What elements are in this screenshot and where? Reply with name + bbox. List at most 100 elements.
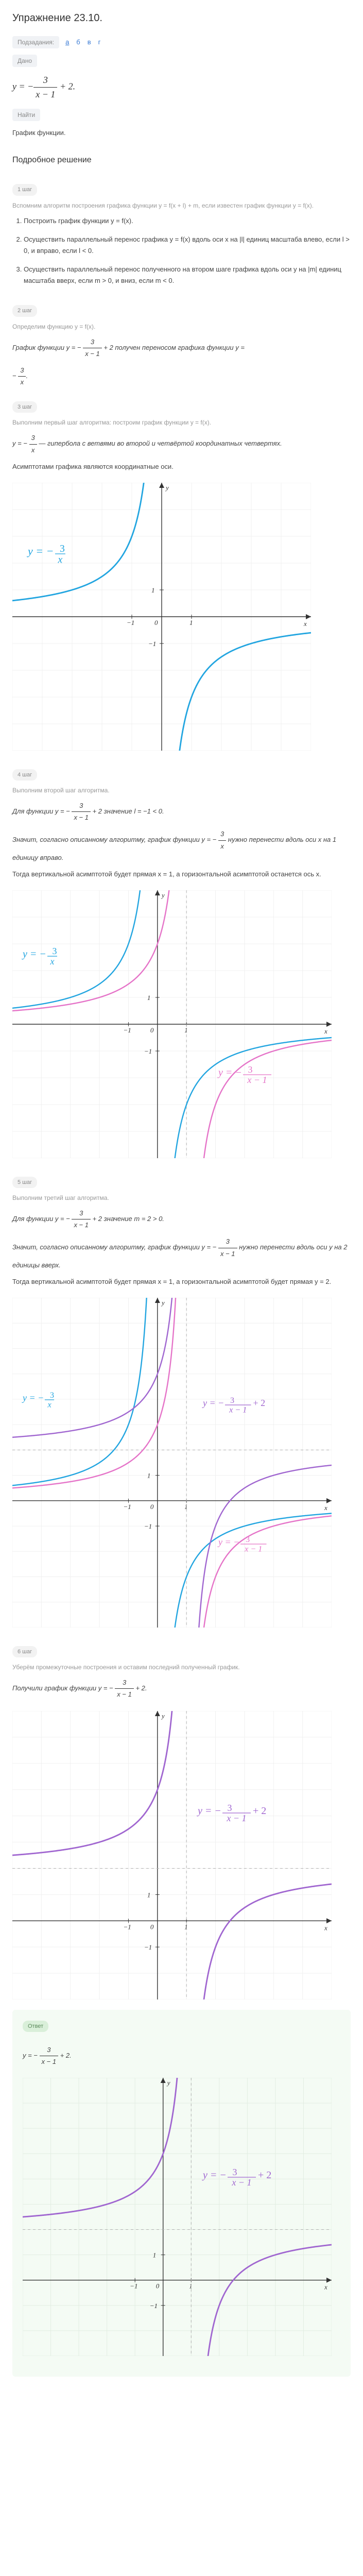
svg-text:3: 3	[230, 1396, 234, 1405]
svg-text:1: 1	[147, 1891, 151, 1899]
step2-badge: 2 шаг	[12, 305, 37, 317]
svg-text:y = −: y = −	[202, 1398, 224, 1408]
svg-text:x: x	[324, 1924, 327, 1931]
step5-badge: 5 шаг	[12, 1177, 37, 1189]
step5-graph: xy011−1−1y = −3xy = −3x − 1y = −3x − 1 +…	[12, 1298, 351, 1628]
svg-text:0: 0	[154, 619, 158, 626]
svg-text:0: 0	[156, 2282, 160, 2290]
svg-text:0: 0	[150, 1923, 154, 1930]
subtask-links: абвг	[65, 37, 108, 47]
subtask-link-б[interactable]: б	[76, 38, 80, 46]
step6-t1: Получили график функции y = − 3x − 1 + 2…	[12, 1677, 351, 1700]
svg-text:x: x	[47, 1400, 51, 1409]
svg-text:y = −: y = −	[22, 948, 46, 960]
svg-text:y: y	[161, 1712, 165, 1720]
svg-text:1: 1	[147, 1471, 151, 1479]
svg-text:y: y	[165, 484, 169, 492]
svg-text:−1: −1	[148, 640, 156, 648]
step5-t5: Тогда вертикальной асимптотой будет прям…	[12, 1276, 351, 1287]
svg-text:3: 3	[60, 543, 65, 554]
given-row: Дано	[12, 55, 351, 67]
svg-text:1: 1	[153, 2251, 157, 2259]
svg-text:1: 1	[147, 994, 151, 1002]
step1-grey: Вспомним алгоритм построения графика фун…	[12, 201, 351, 210]
svg-text:x: x	[324, 2283, 327, 2291]
svg-text:1: 1	[189, 2282, 193, 2290]
svg-text:y = −: y = −	[22, 1393, 44, 1403]
svg-text:0: 0	[150, 1026, 154, 1034]
svg-text:3: 3	[50, 1391, 54, 1400]
algo-item-1: Осуществить параллельный перенос графика…	[24, 234, 351, 257]
svg-text:1: 1	[184, 1923, 188, 1930]
svg-text:3: 3	[248, 1064, 253, 1075]
svg-text:x − 1: x − 1	[247, 1075, 267, 1085]
step4-t3: Значит, согласно описанному алгоритму, г…	[12, 828, 351, 863]
svg-text:x: x	[324, 1504, 327, 1512]
svg-text:y = −: y = −	[217, 1537, 239, 1547]
svg-text:−1: −1	[144, 1047, 152, 1055]
svg-text:+ 2: + 2	[253, 1398, 266, 1408]
step2-frac2: − 3x.	[12, 365, 351, 388]
svg-text:1: 1	[151, 586, 155, 594]
answer-graph: x y 0 1 1 −1 −1 y = − 3x − 1 + 2	[23, 2078, 340, 2356]
step1-badge: 1 шаг	[12, 184, 37, 196]
step4-graph: xy011−1−1y = −3xy = −3x − 1	[12, 890, 351, 1158]
algo-item-2: Осуществить параллельный перенос получен…	[24, 264, 351, 286]
svg-text:3: 3	[228, 1803, 232, 1813]
step4-badge: 4 шаг	[12, 769, 37, 781]
step3-grey: Выполним первый шаг алгоритма: построим …	[12, 418, 351, 427]
svg-text:−1: −1	[144, 1943, 152, 1951]
answer-formula: y = − 3x − 1 + 2.	[23, 2044, 340, 2067]
svg-text:x: x	[58, 554, 63, 565]
given-label: Дано	[12, 55, 37, 67]
subtasks-label: Подзадания:	[12, 36, 59, 48]
step2-grey: Определим функцию y = f(x).	[12, 322, 351, 331]
svg-text:−1: −1	[123, 1923, 131, 1930]
svg-text:1: 1	[184, 1026, 188, 1034]
detailed-heading: Подробное решение	[12, 154, 351, 166]
svg-text:y: y	[161, 1299, 165, 1307]
find-row: Найти	[12, 109, 351, 121]
svg-text:−1: −1	[144, 1522, 152, 1530]
svg-text:3: 3	[233, 2167, 237, 2177]
svg-text:x − 1: x − 1	[231, 2177, 251, 2188]
svg-text:+ 2: + 2	[258, 2170, 271, 2181]
svg-text:y: y	[161, 891, 165, 899]
exercise-title: Упражнение 23.10.	[12, 10, 351, 26]
svg-text:x − 1: x − 1	[226, 1813, 246, 1823]
svg-text:x − 1: x − 1	[229, 1405, 247, 1414]
step6-graph: xy011−1−1y = −3x − 1 + 2	[12, 1711, 351, 1999]
svg-text:y: y	[166, 2079, 170, 2087]
step6-grey: Уберём промежуточные построения и остави…	[12, 1663, 351, 1672]
subtask-link-г[interactable]: г	[98, 38, 101, 46]
find-text: График функции.	[12, 127, 351, 139]
given-formula: y = −3x − 1 + 2.	[12, 73, 351, 101]
svg-text:3: 3	[53, 946, 57, 956]
svg-text:3: 3	[246, 1535, 250, 1544]
svg-text:−1: −1	[130, 2282, 137, 2290]
subtask-link-в[interactable]: в	[88, 38, 91, 46]
svg-text:−1: −1	[123, 1026, 131, 1034]
step4-t5: Тогда вертикальной асимптотой будет прям…	[12, 869, 351, 880]
svg-text:y = −: y = −	[202, 2170, 227, 2181]
answer-badge: Ответ	[23, 2021, 48, 2032]
svg-text:−1: −1	[127, 619, 134, 626]
answer-block: Ответ y = − 3x − 1 + 2. x y 0 1 1 −1 −1 y = − 3x…	[12, 2010, 351, 2377]
step1-list: Построить график функции y = f(x). Осущес…	[12, 215, 351, 286]
step3-t3: Асимптотами графика являются координатны…	[12, 461, 351, 472]
svg-text:y = −: y = −	[197, 1805, 221, 1817]
find-label: Найти	[12, 109, 40, 121]
step3-graph: xy011−1−1y = −3x	[12, 483, 351, 751]
step5-t1: Для функции y = − 3x − 1 + 2 значение m …	[12, 1208, 351, 1231]
subtask-link-а[interactable]: а	[65, 38, 69, 46]
svg-text:x: x	[324, 1027, 327, 1035]
step4-grey: Выполним второй шаг алгоритма.	[12, 786, 351, 795]
svg-text:−1: −1	[150, 2302, 158, 2310]
subtasks-row: Подзадания: абвг	[12, 36, 351, 48]
step4-t1: Для функции y = − 3x − 1 + 2 значение l …	[12, 800, 351, 823]
step2-text: График функции y = − 3x − 1 + 2 получен …	[12, 336, 351, 360]
algo-item-0: Построить график функции y = f(x).	[24, 215, 351, 227]
svg-text:y = −: y = −	[217, 1067, 242, 1078]
svg-text:0: 0	[150, 1503, 154, 1511]
step3-badge: 3 шаг	[12, 401, 37, 413]
